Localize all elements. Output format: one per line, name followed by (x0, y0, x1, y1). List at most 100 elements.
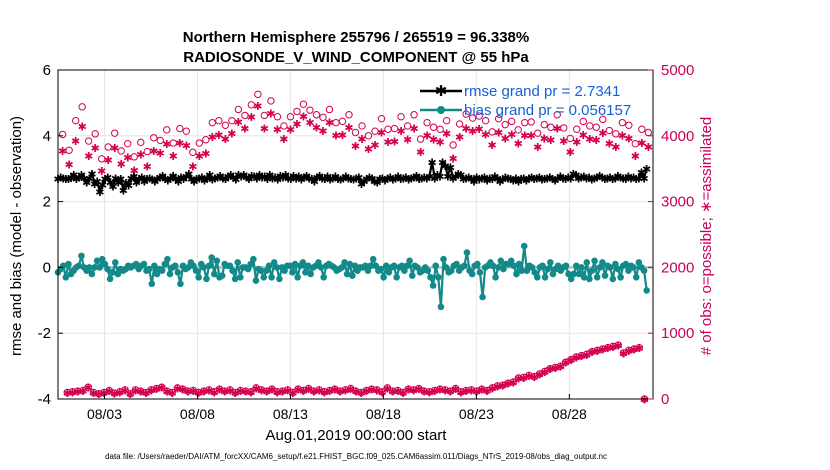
rmse-point: ✱ (438, 158, 447, 170)
rmse-point: ✱ (577, 172, 586, 184)
assimilated-obs-point: ✱ (123, 152, 132, 164)
assimilated-obs-point: ✱ (257, 385, 266, 397)
assimilated-obs-point: ✱ (152, 384, 161, 396)
bias-point (65, 260, 72, 268)
rmse-point: ✱ (595, 171, 604, 183)
possible-obs-point (78, 103, 86, 111)
assimilated-obs-point: ✱ (273, 125, 282, 137)
possible-obs-point (147, 386, 155, 394)
assimilated-obs-point: ✱ (292, 119, 301, 131)
rmse-point: ✱ (252, 173, 261, 185)
rmse-point: ✱ (566, 173, 575, 185)
assimilated-obs-point: ✱ (58, 146, 67, 158)
possible-obs-point (573, 125, 581, 133)
footer-data-file: data file: /Users/raeder/DAI/ATM_forcXX/… (105, 452, 607, 461)
assimilated-obs-point: ✱ (435, 385, 444, 397)
rmse-point: ✱ (619, 173, 628, 185)
rmse-point: ✱ (134, 174, 143, 186)
possible-obs-point (286, 113, 295, 121)
assimilated-obs-point: ✱ (587, 347, 596, 359)
bias-point (270, 259, 278, 266)
possible-obs-point (126, 390, 134, 398)
possible-obs-point (293, 107, 301, 116)
bias-point (390, 262, 398, 270)
assimilated-obs-point: ✱ (535, 369, 544, 381)
x-tick-label: 08/03 (87, 406, 122, 422)
possible-obs-point (455, 120, 464, 128)
assimilated-obs-point: ✱ (556, 362, 565, 374)
x-tick-label: 08/23 (459, 406, 494, 422)
possible-obs-point (499, 381, 507, 389)
rmse-point: ✱ (153, 174, 162, 186)
rmse-point: ✱ (582, 173, 591, 185)
x-tick-label: 08/08 (180, 406, 215, 422)
rmse-point: ✱ (333, 174, 342, 186)
rmse-point: ✱ (205, 170, 214, 182)
assimilated-obs-point: ✱ (501, 133, 510, 145)
possible-obs-point (457, 388, 465, 396)
assimilated-obs-point: ✱ (527, 131, 536, 143)
assimilated-obs-point: ✱ (551, 363, 560, 375)
possible-obs-point (504, 379, 512, 387)
rmse-point: ✱ (80, 173, 89, 185)
bias-point (408, 272, 416, 279)
rmse-point: ✱ (441, 161, 450, 173)
bias-point (434, 273, 442, 281)
assimilated-obs-point: ✱ (585, 134, 594, 146)
possible-obs-point (377, 114, 386, 123)
assimilated-obs-point: ✱ (530, 372, 539, 384)
bias-point (515, 260, 523, 268)
bias-point (218, 272, 226, 279)
bias-point (174, 269, 182, 276)
rmse-point: ✱ (642, 164, 651, 176)
bias-point (192, 267, 200, 274)
assimilated-obs-point: ✱ (383, 383, 392, 395)
bias-point (510, 262, 518, 270)
rmse-point: ✱ (200, 176, 209, 188)
bias-point (171, 262, 179, 270)
rmse-point: ✱ (522, 176, 531, 188)
assimilated-obs-point: ✱ (169, 151, 178, 163)
bias-point (101, 260, 109, 268)
bias-point (151, 262, 158, 270)
assimilated-obs-point: ✱ (117, 159, 126, 171)
rmse-point: ✱ (108, 181, 117, 193)
rmse-point: ✱ (132, 177, 141, 189)
bias-point (507, 257, 515, 265)
possible-obs-point (507, 117, 516, 126)
bias-point (195, 273, 202, 281)
rmse-point: ✱ (454, 169, 463, 181)
possible-obs-point (441, 386, 449, 394)
assimilated-obs-point: ✱ (398, 388, 407, 400)
assimilated-obs-point: ✱ (341, 385, 350, 397)
assimilated-obs-point: ✱ (494, 127, 503, 139)
y-tick-label-right: 4000 (661, 128, 694, 145)
possible-obs-point (397, 113, 405, 121)
possible-obs-point (252, 384, 260, 392)
bias-point (523, 267, 531, 274)
bias-point (380, 273, 387, 281)
possible-obs-point (325, 386, 334, 395)
bias-point (85, 264, 93, 271)
bias-point (497, 257, 505, 265)
rmse-point: ✱ (433, 170, 442, 182)
assimilated-obs-point: ✱ (635, 343, 644, 355)
rmse-point: ✱ (174, 177, 183, 189)
possible-obs-point (163, 126, 171, 134)
assimilated-obs-point: ✱ (475, 124, 484, 136)
rmse-point: ✱ (352, 173, 361, 185)
rmse-point: ✱ (637, 167, 646, 179)
rmse-point: ✱ (516, 174, 525, 186)
rmse-point: ✱ (166, 173, 175, 185)
rmse-point: ✱ (621, 174, 630, 186)
assimilated-obs-point: ✱ (618, 131, 627, 143)
assimilated-obs-point: ✱ (94, 389, 103, 401)
assimilated-obs-point: ✱ (194, 388, 203, 400)
bias-point (289, 269, 296, 276)
assimilated-obs-point: ✱ (320, 387, 329, 399)
rmse-point: ✱ (310, 177, 319, 189)
rmse-point: ✱ (519, 173, 528, 185)
possible-obs-point (116, 388, 124, 396)
possible-obs-point (338, 117, 347, 126)
bias-point (190, 262, 197, 270)
